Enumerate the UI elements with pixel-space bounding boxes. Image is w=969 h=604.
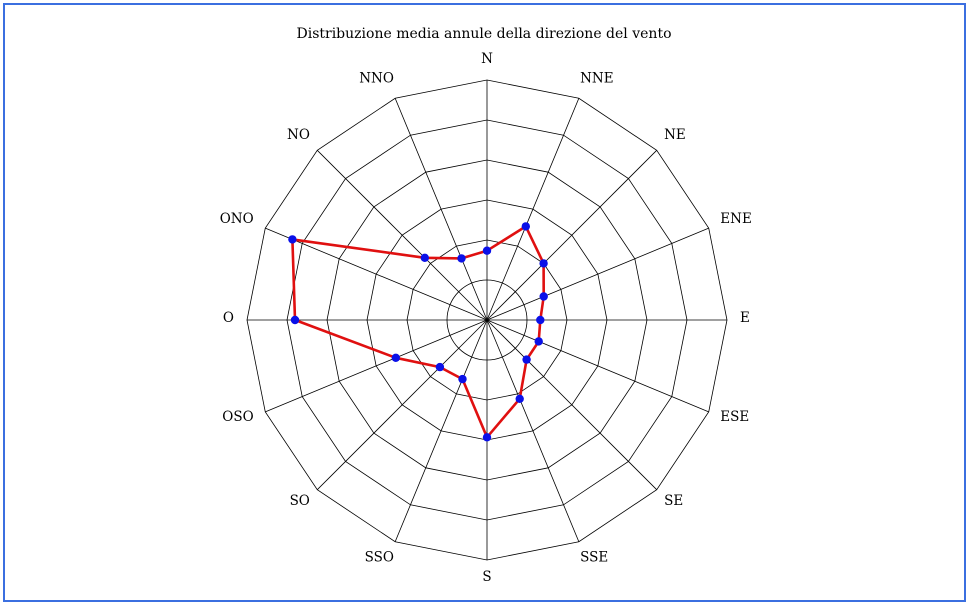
direction-label-SSE: SSE xyxy=(580,549,608,565)
data-point-SSO xyxy=(458,374,467,384)
data-point-E xyxy=(536,315,545,325)
data-point-NNE xyxy=(521,222,530,231)
data-point-N xyxy=(482,246,492,255)
spoke-NNO xyxy=(394,98,488,321)
data-point-SO xyxy=(435,362,445,372)
direction-label-OSO: OSO xyxy=(222,409,253,425)
data-point-NE xyxy=(539,259,548,268)
spoke-NNE xyxy=(486,98,580,321)
direction-label-ENE: ENE xyxy=(720,211,752,227)
direction-label-SO: SO xyxy=(290,493,310,509)
spoke-NE xyxy=(486,150,657,321)
data-point-ENE xyxy=(539,292,548,301)
direction-label-NO: NO xyxy=(287,127,310,143)
data-point-NNO xyxy=(457,254,466,263)
direction-label-O: O xyxy=(223,310,234,326)
data-point-ONO xyxy=(288,235,297,244)
data-point-O xyxy=(290,315,300,325)
series-group xyxy=(288,222,548,442)
direction-label-NNE: NNE xyxy=(580,71,613,87)
spoke-ESE xyxy=(486,319,709,413)
data-point-NO xyxy=(420,253,429,262)
data-point-SE xyxy=(522,355,531,364)
radar-grid xyxy=(246,79,728,561)
spoke-SSO xyxy=(394,319,488,542)
direction-label-ESE: ESE xyxy=(720,409,749,425)
chart-frame xyxy=(3,3,966,602)
direction-label-NNO: NNO xyxy=(359,71,394,87)
direction-label-SE: SE xyxy=(664,493,683,509)
spoke-ONO xyxy=(265,227,488,321)
direction-label-N: N xyxy=(481,51,493,67)
spoke-SE xyxy=(486,319,657,490)
direction-labels: N NNE NE ENE E ESE SE SSE S SSO SO OSO O ONO NO NNO xyxy=(220,51,752,585)
spoke-SO xyxy=(317,319,488,490)
chart-title: Distribuzione media annule della direzio… xyxy=(297,26,672,42)
spoke-ENE xyxy=(486,227,709,321)
data-point-S xyxy=(482,433,492,442)
spoke-SSE xyxy=(486,319,580,542)
direction-label-NE: NE xyxy=(664,127,686,143)
data-point-SSE xyxy=(515,394,524,403)
direction-label-SSO: SSO xyxy=(365,549,394,565)
series-line-0 xyxy=(291,225,546,439)
data-point-ESE xyxy=(534,337,543,346)
spoke-OSO xyxy=(265,319,488,413)
direction-label-E: E xyxy=(740,310,750,326)
data-point-OSO xyxy=(391,353,400,362)
direction-label-S: S xyxy=(482,569,491,585)
direction-label-ONO: ONO xyxy=(220,211,254,227)
spoke-NO xyxy=(317,150,488,321)
